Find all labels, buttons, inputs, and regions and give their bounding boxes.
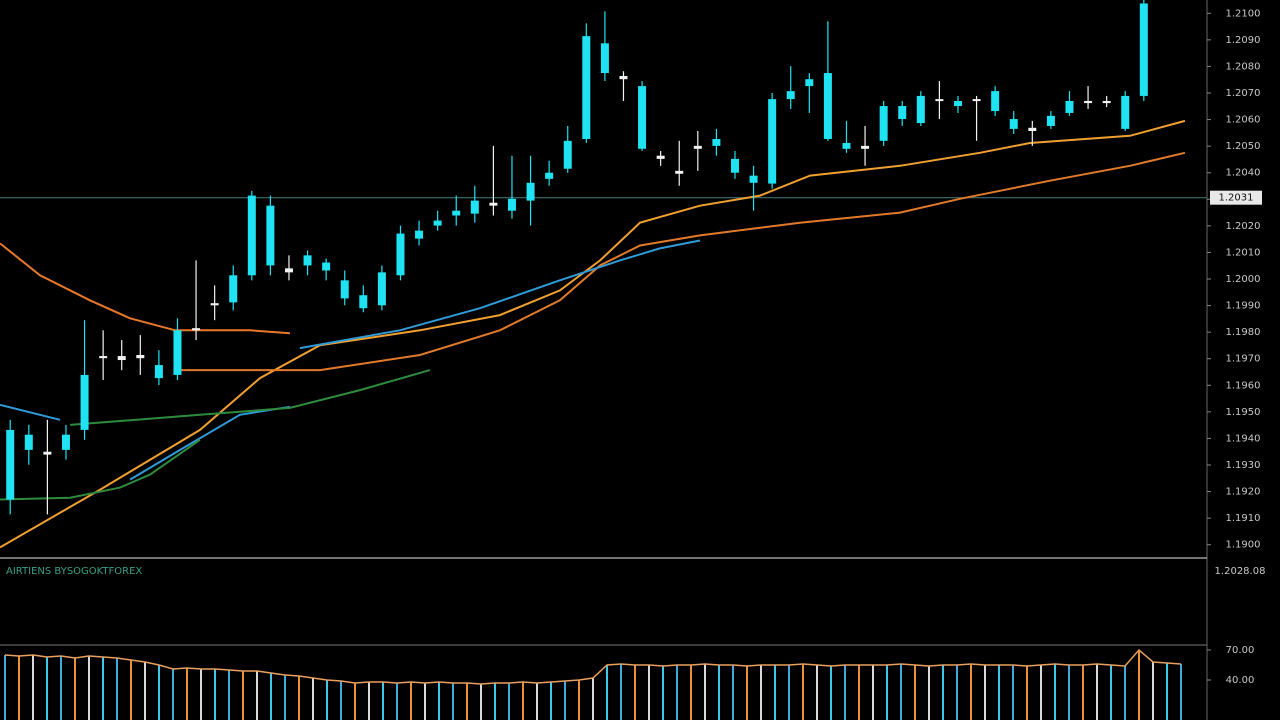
- candle-body: [991, 91, 1000, 112]
- last-price-box: [1210, 190, 1262, 205]
- candle-body: [173, 330, 182, 375]
- y-tick-label: 1.2000: [1226, 274, 1261, 285]
- y-tick-label: 1.1990: [1226, 301, 1261, 312]
- y-tick-label: 1.2060: [1226, 115, 1261, 126]
- indicator-line: [0, 403, 61, 421]
- candle-body: [712, 138, 721, 146]
- candle-body: [396, 233, 405, 276]
- y-tick-label: 1.1930: [1226, 460, 1261, 471]
- candle-body: [99, 356, 108, 359]
- candle-body: [489, 202, 498, 206]
- candle-body: [898, 106, 907, 120]
- candle-body: [6, 429, 15, 500]
- y-tick-label: 1.1910: [1226, 513, 1261, 524]
- candle-body: [693, 145, 702, 149]
- histogram-outline: [4, 648, 1182, 685]
- candle-body: [340, 280, 349, 299]
- candle-body: [582, 36, 591, 139]
- candle-body: [433, 220, 442, 226]
- candle-body: [247, 195, 256, 276]
- y-tick-label: 1.1940: [1226, 433, 1261, 444]
- y-tick-label: 1.2010: [1226, 247, 1261, 258]
- candle-body: [303, 255, 312, 266]
- candle-body: [600, 43, 609, 74]
- candle-body: [1065, 100, 1074, 113]
- candle-body: [266, 205, 275, 266]
- y-tick-label: 1.2040: [1226, 168, 1261, 179]
- y-tick-label: 1.2020: [1226, 221, 1261, 232]
- indicator-line: [175, 151, 1186, 372]
- candle-body: [823, 73, 832, 139]
- candle-body: [861, 145, 870, 149]
- candle-body: [43, 451, 52, 455]
- y-tick-label: 70.00: [1226, 645, 1255, 656]
- candle-body: [80, 374, 89, 430]
- candle-body: [507, 198, 516, 211]
- y-tick-label: 1.1960: [1226, 380, 1261, 391]
- candle-body: [415, 230, 424, 239]
- candle-body: [656, 155, 665, 159]
- candle-body: [192, 328, 201, 331]
- candle-body: [377, 272, 386, 306]
- y-tick-label: 1.1950: [1226, 407, 1261, 418]
- candle-body: [638, 86, 647, 149]
- candle-body: [935, 99, 944, 102]
- candle-body: [749, 175, 758, 183]
- candle-body: [786, 91, 795, 100]
- candle-body: [879, 106, 888, 141]
- y-tick-label: 1.1980: [1226, 327, 1261, 338]
- candle-body: [210, 303, 219, 306]
- candle-body: [805, 79, 814, 87]
- candle-body: [470, 200, 479, 214]
- y-tick-label: 1.2050: [1226, 141, 1261, 152]
- candle-body: [768, 99, 777, 184]
- indicator-label: 1.2028.08: [1215, 566, 1266, 577]
- y-tick-label: 1.1920: [1226, 487, 1261, 498]
- indicator-line: [70, 369, 431, 426]
- candle-body: [730, 158, 739, 173]
- y-tick-label: 1.2090: [1226, 35, 1261, 46]
- candle-body: [1084, 100, 1093, 104]
- indicator-title: AIRTIENS BYSOGOKTFOREX: [6, 566, 142, 577]
- indicator-line: [0, 242, 290, 335]
- indicator-line: [0, 119, 1186, 549]
- candle-body: [1009, 119, 1018, 129]
- candle-body: [452, 210, 461, 216]
- candle-body: [136, 354, 145, 359]
- candle-body: [154, 365, 163, 379]
- candle-body: [322, 262, 331, 271]
- candle-body: [1102, 100, 1111, 104]
- y-tick-label: 1.2070: [1226, 88, 1261, 99]
- candle-body: [61, 434, 70, 450]
- candle-body: [359, 295, 368, 309]
- candle-body: [1139, 3, 1148, 96]
- candle-body: [972, 99, 981, 102]
- candle-body: [1121, 95, 1130, 129]
- candle-body: [284, 268, 293, 273]
- y-tick-label: 1.2080: [1226, 61, 1261, 72]
- y-tick-label: 1.1970: [1226, 354, 1261, 365]
- candle-body: [563, 140, 572, 169]
- candle-body: [675, 170, 684, 174]
- candle-body: [526, 182, 535, 201]
- candle-body: [117, 356, 126, 361]
- candle-body: [545, 172, 554, 179]
- y-tick-label: 1.1900: [1226, 540, 1261, 551]
- last-price-label: 1.2031: [1219, 193, 1254, 204]
- candle-body: [842, 142, 851, 149]
- indicator-line: [299, 239, 701, 350]
- y-tick-label: 40.00: [1226, 675, 1255, 686]
- candle-body: [619, 75, 628, 80]
- y-tick-label: 1.2100: [1226, 8, 1261, 19]
- indicator-line: [0, 438, 201, 501]
- candle-body: [1028, 127, 1037, 131]
- candle-body: [1046, 115, 1055, 126]
- candle-body: [953, 100, 962, 107]
- candle-body: [229, 275, 238, 303]
- candle-body: [916, 95, 925, 124]
- candle-body: [24, 434, 33, 450]
